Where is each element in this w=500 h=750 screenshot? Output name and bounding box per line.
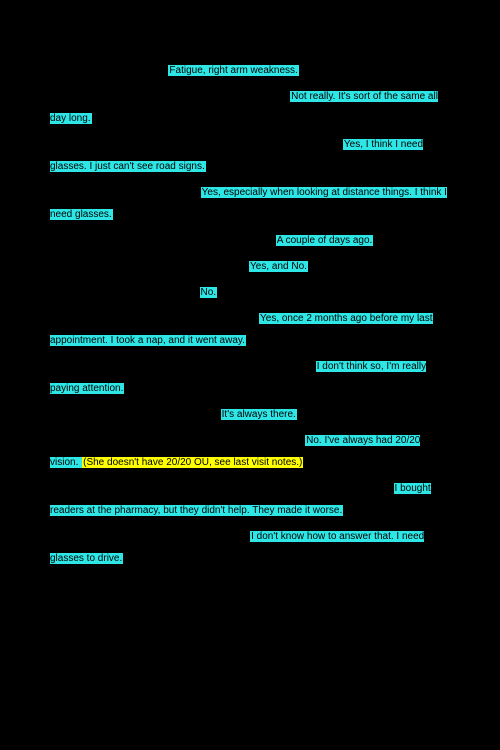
question-text: Any numbness in your right arm? bbox=[50, 287, 200, 298]
answer-text: It's always there. bbox=[221, 409, 297, 420]
qa-row: Any numbness in your right arm? No. bbox=[50, 282, 450, 304]
question-text: Have you done anything that lessens or w… bbox=[50, 483, 394, 494]
qa-row: How severe would you say the blurriness … bbox=[50, 526, 450, 570]
qa-row: Do you wear prescription glasses now or … bbox=[50, 430, 450, 474]
question-text: Has the weakness been there continuously… bbox=[50, 261, 249, 272]
annotation-text: (She doesn't have 20/20 OU, see last vis… bbox=[82, 457, 303, 468]
answer-text: Yes, and No. bbox=[249, 261, 308, 272]
qa-row: Have you ever had this arm weakness befo… bbox=[50, 308, 450, 352]
qa-row: Do your feel your vision is blurry? Yes,… bbox=[50, 182, 450, 226]
question-text: Do you wear prescription glasses now or … bbox=[50, 435, 305, 446]
question-text: Do your feel your vision is blurry? bbox=[50, 187, 201, 198]
question-text: How long has the right arm weakness been… bbox=[50, 235, 276, 246]
qa-document: What brings you in today? Fatigue, right… bbox=[0, 0, 500, 614]
question-text: Do you feel fatigued more at certain tim… bbox=[50, 91, 290, 102]
qa-row: Have you done anything that lessens or w… bbox=[50, 478, 450, 522]
qa-row: Have you noticed any other symptoms like… bbox=[50, 134, 450, 178]
question-text: Have you ever had this arm weakness befo… bbox=[50, 313, 259, 324]
qa-row: Any change in your vision when you are d… bbox=[50, 356, 450, 400]
qa-row: What brings you in today? Fatigue, right… bbox=[50, 60, 450, 82]
qa-row: How long has the right arm weakness been… bbox=[50, 230, 450, 252]
question-text: Have you noticed any other symptoms like… bbox=[50, 139, 343, 150]
question-text: Any change in your vision when you are d… bbox=[50, 361, 316, 372]
question-text: Does your blurry vision come and go? bbox=[50, 409, 221, 420]
qa-row: Does your blurry vision come and go? It'… bbox=[50, 404, 450, 426]
question-text: How severe would you say the blurriness … bbox=[50, 531, 250, 542]
answer-text: No. bbox=[200, 287, 218, 298]
qa-row: Do you feel fatigued more at certain tim… bbox=[50, 86, 450, 130]
answer-text: Fatigue, right arm weakness. bbox=[168, 65, 298, 76]
qa-row: Has the weakness been there continuously… bbox=[50, 256, 450, 278]
answer-text: A couple of days ago. bbox=[276, 235, 374, 246]
question-text: What brings you in today? bbox=[50, 65, 168, 76]
